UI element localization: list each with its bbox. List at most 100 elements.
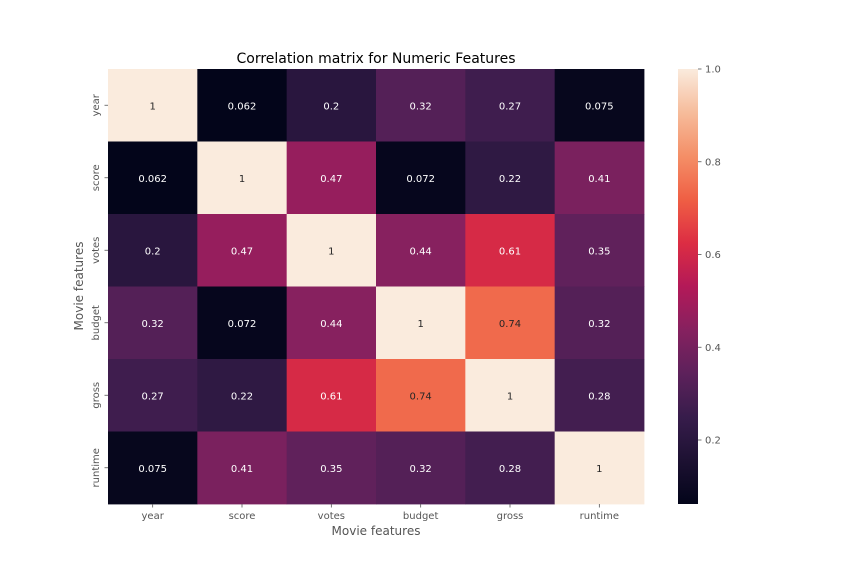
cell-annotation: 1 [596, 464, 602, 475]
cell-annotation: 1 [239, 174, 245, 185]
cell-annotation: 0.44 [410, 246, 432, 257]
heatmap-cell [554, 286, 645, 360]
y-axis-label: Movie features [72, 242, 86, 331]
heatmap-cell [108, 69, 198, 142]
y-tick-label: gross [91, 382, 102, 409]
colorbar-tick-label: 0.8 [705, 157, 721, 168]
cell-annotation: 0.32 [588, 319, 610, 330]
heatmap-cell [108, 286, 198, 360]
y-tick-label: votes [91, 237, 102, 264]
heatmap-cell [197, 214, 288, 287]
cell-annotation: 0.27 [142, 391, 164, 402]
heatmap-cell [197, 69, 288, 142]
heatmap-cell [465, 286, 556, 360]
x-tick-label: votes [318, 511, 345, 522]
chart-title: Correlation matrix for Numeric Features [236, 51, 515, 67]
cell-annotation: 0.22 [499, 174, 521, 185]
heatmap-cell [108, 214, 198, 287]
heatmap-cell [286, 141, 377, 215]
x-axis-label: Movie features [332, 524, 421, 538]
heatmap-cell [554, 359, 645, 432]
cell-annotation: 0.2 [323, 101, 339, 112]
x-tick-label: runtime [580, 511, 619, 522]
x-tick-label: year [142, 511, 165, 522]
heatmap-cell [465, 69, 556, 142]
x-tick-label: budget [403, 511, 439, 522]
cell-annotation: 0.44 [320, 319, 342, 330]
heatmap-cell [554, 214, 645, 287]
y-tick-label: runtime [91, 448, 102, 487]
x-tick-label: score [229, 511, 256, 522]
colorbar-tick-label: 0.6 [705, 250, 721, 261]
heatmap-cell [286, 359, 377, 432]
cell-annotations: 1 0.062 0.2 0.32 0.27 0.075 0.062 1 0.47 0.072 0.2… [138, 101, 613, 475]
heatmap-cell [376, 69, 466, 142]
cell-annotation: 0.61 [320, 391, 342, 402]
cell-annotation: 0.35 [320, 464, 342, 475]
cell-annotation: 0.47 [231, 246, 253, 257]
cell-annotation: 0.062 [228, 101, 257, 112]
colorbar-gradient [678, 69, 698, 504]
heatmap-cell [376, 431, 466, 505]
heatmap-cell [465, 141, 556, 215]
heatmap-cells [108, 69, 645, 505]
cell-annotation: 0.32 [410, 464, 432, 475]
cell-annotation: 1 [507, 391, 513, 402]
cell-annotation: 0.28 [588, 391, 610, 402]
colorbar-tick-label: 0.4 [705, 343, 721, 354]
cell-annotation: 1 [417, 319, 423, 330]
heatmap-cell [465, 359, 556, 432]
cell-annotation: 1 [328, 246, 334, 257]
y-tick-label: budget [91, 305, 102, 341]
cell-annotation: 0.072 [228, 319, 257, 330]
heatmap-cell [108, 431, 198, 505]
heatmap-cell [554, 141, 645, 215]
cell-annotation: 0.61 [499, 246, 521, 257]
heatmap-cell [197, 431, 288, 505]
colorbar-tick-label: 1.0 [705, 65, 721, 76]
heatmap-cell [286, 431, 377, 505]
colorbar: 0.2 0.4 0.6 0.8 1.0 [678, 65, 721, 504]
heatmap-cell [376, 141, 466, 215]
heatmap-cell [376, 359, 466, 432]
cell-annotation: 0.32 [142, 319, 164, 330]
heatmap-cell [286, 69, 377, 142]
cell-annotation: 0.075 [585, 101, 614, 112]
cell-annotation: 0.74 [499, 319, 521, 330]
cell-annotation: 0.22 [231, 391, 253, 402]
cell-annotation: 0.74 [410, 391, 432, 402]
heatmap-cell [197, 286, 288, 360]
cell-annotation: 0.075 [138, 464, 167, 475]
y-tick-labels: year score votes budget gross runtime [91, 93, 108, 487]
heatmap-cell [108, 359, 198, 432]
cell-annotation: 0.062 [138, 174, 167, 185]
heatmap-cell [197, 359, 288, 432]
heatmap-cell [376, 286, 466, 360]
cell-annotation: 0.27 [499, 101, 521, 112]
cell-annotation: 0.41 [231, 464, 253, 475]
heatmap-cell [465, 214, 556, 287]
x-tick-label: gross [497, 511, 524, 522]
cell-annotation: 0.32 [410, 101, 432, 112]
heatmap-cell [286, 214, 377, 287]
heatmap-cell [376, 214, 466, 287]
heatmap-cell [554, 431, 645, 505]
heatmap-cell [465, 431, 556, 505]
cell-annotation: 0.41 [588, 174, 610, 185]
cell-annotation: 0.35 [588, 246, 610, 257]
cell-annotation: 0.28 [499, 464, 521, 475]
y-tick-label: year [91, 93, 102, 116]
x-tick-labels: year score votes budget gross runtime [142, 504, 619, 522]
heatmap-cell [108, 141, 198, 215]
heatmap-cell [197, 141, 288, 215]
heatmap-cell [554, 69, 645, 142]
heatmap-cell [286, 286, 377, 360]
colorbar-tick-label: 0.2 [705, 436, 721, 447]
cell-annotation: 0.47 [320, 174, 342, 185]
cell-annotation: 0.072 [406, 174, 435, 185]
y-tick-label: score [91, 164, 102, 191]
cell-annotation: 1 [149, 101, 155, 112]
cell-annotation: 0.2 [145, 246, 161, 257]
